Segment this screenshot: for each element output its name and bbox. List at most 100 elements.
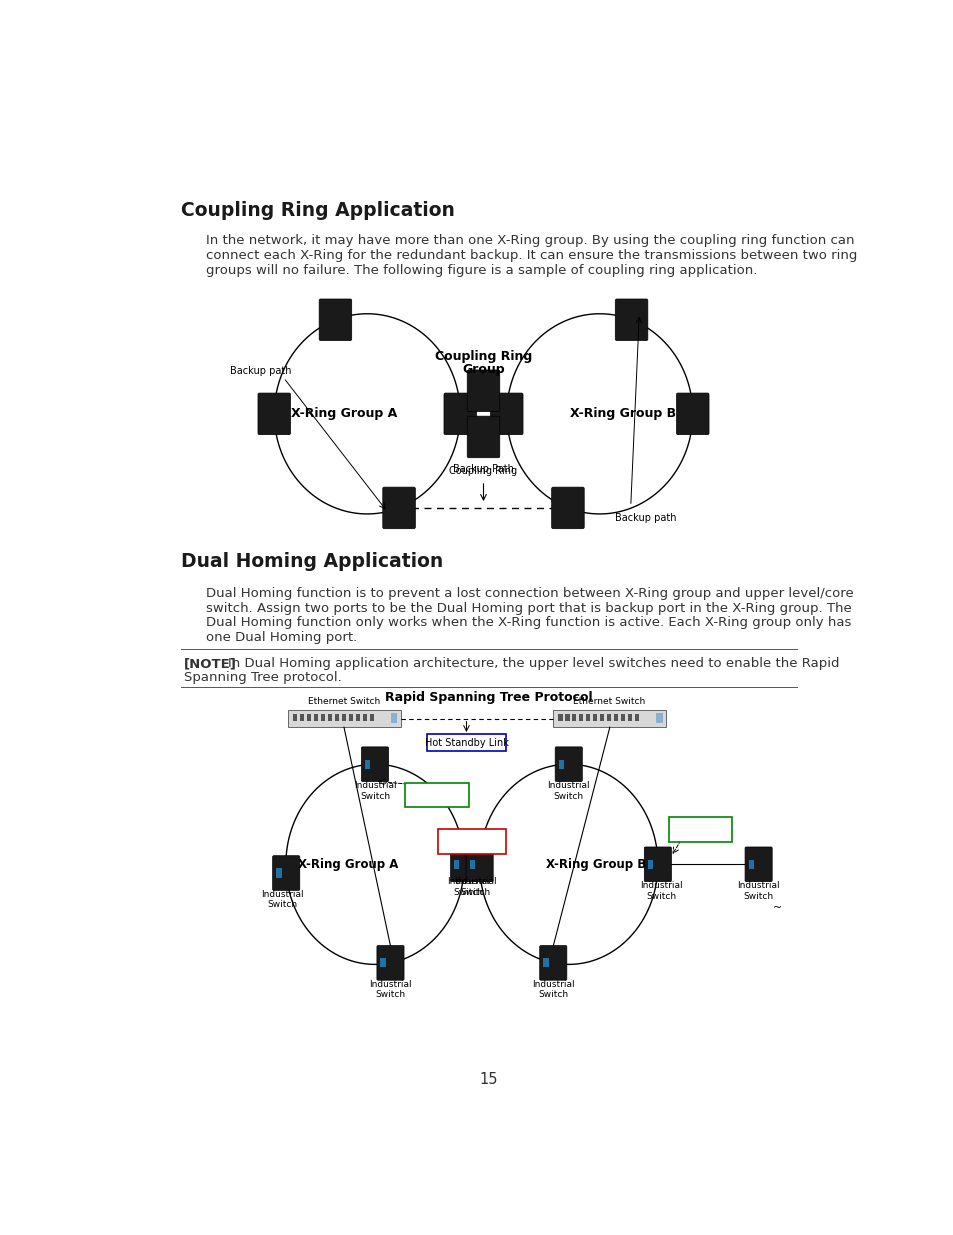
Text: Ethernet Switch: Ethernet Switch [573, 698, 645, 706]
Text: Spanning Tree protocol.: Spanning Tree protocol. [183, 671, 341, 684]
Bar [558, 714, 562, 721]
Text: 15: 15 [479, 1072, 497, 1087]
FancyBboxPatch shape [466, 847, 493, 882]
Text: Coupling Ring: Coupling Ring [435, 350, 532, 363]
FancyBboxPatch shape [467, 416, 499, 458]
Text: Dual Homing function is to prevent a lost connection between X-Ring group and up: Dual Homing function is to prevent a los… [206, 587, 853, 600]
FancyBboxPatch shape [551, 487, 583, 529]
Bar [613, 714, 618, 721]
Text: Rapid Spanning Tree Protocol: Rapid Spanning Tree Protocol [385, 692, 592, 704]
Text: connect each X-Ring for the redundant backup. It can ensure the transmissions be: connect each X-Ring for the redundant ba… [206, 249, 857, 262]
FancyBboxPatch shape [539, 946, 566, 981]
Bar [469, 860, 475, 869]
Bar [314, 714, 318, 721]
Text: X-Ring
Backup Path: X-Ring Backup Path [405, 785, 468, 805]
Bar [620, 714, 624, 721]
Bar [335, 714, 339, 721]
Text: X-Ring Group B: X-Ring Group B [545, 858, 645, 871]
Bar [391, 713, 397, 724]
Bar [328, 714, 332, 721]
FancyBboxPatch shape [676, 393, 708, 435]
Bar [307, 714, 311, 721]
Bar [606, 714, 611, 721]
Text: X-Ring Group A: X-Ring Group A [291, 408, 396, 420]
Bar [542, 958, 548, 967]
FancyBboxPatch shape [361, 747, 388, 782]
FancyBboxPatch shape [405, 783, 468, 808]
FancyBboxPatch shape [443, 393, 476, 435]
Bar [288, 710, 400, 727]
FancyBboxPatch shape [273, 856, 299, 890]
FancyBboxPatch shape [467, 370, 499, 411]
Text: Backup path: Backup path [615, 513, 677, 522]
Text: Industrial
Switch: Industrial Switch [261, 890, 303, 909]
Text: switch. Assign two ports to be the Dual Homing port that is backup port in the X: switch. Assign two ports to be the Dual … [206, 601, 851, 615]
Text: In the network, it may have more than one X-Ring group. By using the coupling ri: In the network, it may have more than on… [206, 235, 854, 247]
Bar [299, 714, 304, 721]
Bar [599, 714, 604, 721]
FancyBboxPatch shape [450, 847, 477, 882]
Bar [748, 860, 753, 869]
FancyBboxPatch shape [319, 299, 352, 341]
Bar [571, 714, 576, 721]
Text: Backup Path: Backup Path [453, 464, 514, 474]
Text: Dual Homing function only works when the X-Ring function is active. Each X-Ring : Dual Homing function only works when the… [206, 616, 850, 630]
Bar [348, 714, 353, 721]
FancyBboxPatch shape [744, 847, 771, 882]
Bar [362, 714, 367, 721]
Bar [454, 860, 459, 869]
Text: groups will no failure. The following figure is a sample of coupling ring applic: groups will no failure. The following fi… [206, 264, 757, 277]
Text: Industrial
Switch: Industrial Switch [547, 782, 590, 800]
Text: Group: Group [461, 363, 504, 375]
FancyBboxPatch shape [615, 299, 647, 341]
Text: In Dual Homing application architecture, the upper level switches need to enable: In Dual Homing application architecture,… [228, 657, 839, 671]
Bar [341, 714, 346, 721]
Bar [656, 713, 661, 724]
Text: Industrial
Switch: Industrial Switch [737, 882, 780, 900]
Text: Industrial
Switch: Industrial Switch [532, 979, 574, 999]
FancyBboxPatch shape [668, 818, 732, 842]
Text: Coupling Ring Application: Coupling Ring Application [181, 200, 455, 220]
Text: Industrial
Switch: Industrial Switch [354, 782, 395, 800]
Text: X-Ring
Backup Path: X-Ring Backup Path [668, 820, 732, 840]
Bar [564, 714, 569, 721]
Bar [320, 714, 325, 721]
Bar [578, 714, 583, 721]
Bar [558, 760, 563, 769]
Text: Industrial
Switch: Industrial Switch [446, 877, 489, 897]
FancyBboxPatch shape [555, 747, 581, 782]
Text: Dual Homing Application: Dual Homing Application [181, 552, 443, 571]
Bar [380, 958, 385, 967]
FancyBboxPatch shape [643, 847, 671, 882]
Text: X-Ring Group B: X-Ring Group B [569, 408, 676, 420]
Bar [627, 714, 632, 721]
Bar [585, 714, 590, 721]
Text: one Dual Homing port.: one Dual Homing port. [206, 631, 357, 643]
Text: Backup path: Backup path [230, 367, 291, 377]
Text: Industrial
Switch: Industrial Switch [369, 979, 412, 999]
Text: [NOTE]: [NOTE] [183, 657, 236, 671]
Bar [553, 710, 665, 727]
Bar [592, 714, 597, 721]
FancyBboxPatch shape [376, 946, 404, 981]
Text: Hot Standby Link: Hot Standby Link [424, 737, 508, 747]
FancyBboxPatch shape [257, 393, 291, 435]
FancyBboxPatch shape [427, 734, 505, 751]
Bar [369, 714, 374, 721]
Bar [647, 860, 653, 869]
Bar [293, 714, 297, 721]
FancyBboxPatch shape [437, 829, 505, 853]
Bar [634, 714, 639, 721]
Text: Dual Homing
backup port: Dual Homing backup port [442, 831, 500, 851]
Bar [275, 868, 281, 878]
Text: Coupling Ring: Coupling Ring [449, 466, 517, 475]
Text: X-Ring Group A: X-Ring Group A [297, 858, 397, 871]
Text: Ethernet Switch: Ethernet Switch [308, 698, 380, 706]
FancyBboxPatch shape [382, 487, 415, 529]
Text: Industrial
Switch: Industrial Switch [639, 882, 682, 900]
Text: ~: ~ [773, 903, 781, 913]
Bar [355, 714, 360, 721]
FancyBboxPatch shape [490, 393, 522, 435]
Text: Industrial
Switch: Industrial Switch [454, 877, 497, 897]
Bar [365, 760, 370, 769]
